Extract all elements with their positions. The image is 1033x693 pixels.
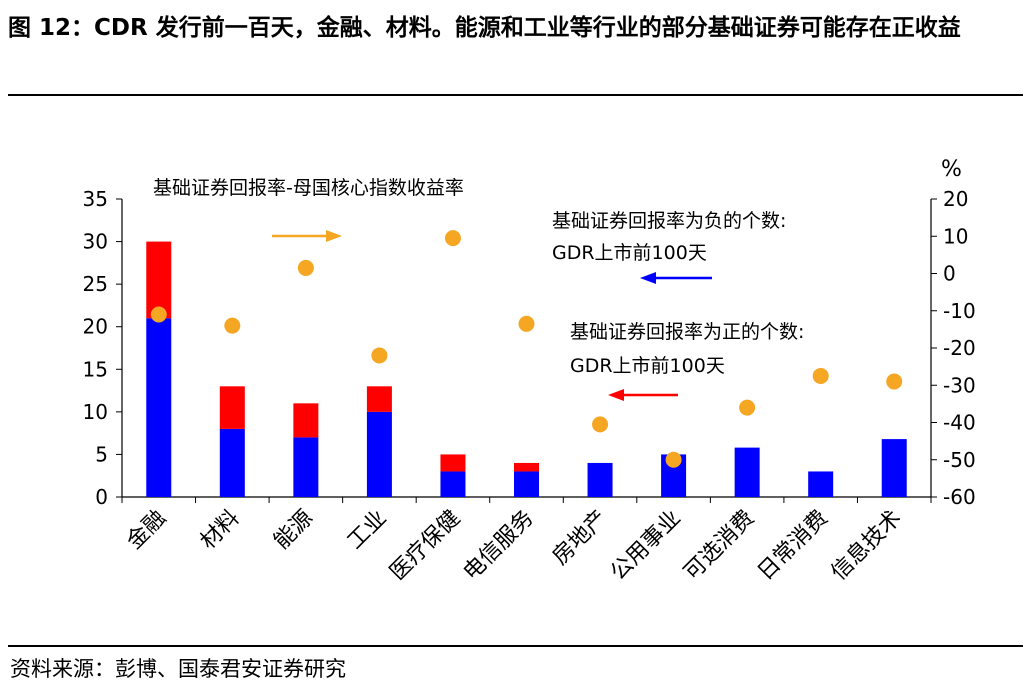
source-note: 资料来源：彭博、国泰君安证券研究: [10, 657, 346, 681]
bar-segment-positive: [587, 462, 613, 497]
bar-segment-negative: [440, 454, 466, 472]
scatter-point: [297, 259, 314, 276]
y-left-tick-label: 25: [83, 272, 108, 296]
scatter-point: [592, 416, 609, 433]
bar-segment-positive: [146, 318, 172, 497]
bar-segment-positive: [514, 471, 539, 497]
y-left-tick-label: 10: [83, 400, 108, 424]
scatter-point: [665, 451, 682, 468]
bar-segment-positive: [293, 437, 319, 497]
scatter-point: [518, 315, 535, 332]
scatter-point: [444, 230, 461, 247]
annotation-blue-line2: GDR上市前100天: [552, 242, 707, 264]
annotation-red-line1: 基础证券回报率为正的个数:: [570, 321, 804, 343]
x-tick-label: 日常消费: [753, 506, 833, 586]
scatter-point: [224, 317, 241, 334]
x-tick-label: 信息技术: [827, 506, 907, 586]
annotation-orange: 基础证券回报率-母国核心指数收益率: [153, 177, 464, 199]
scatter-point: [886, 373, 903, 390]
y-right-unit: %: [941, 157, 962, 182]
y-right-tick-label: -10: [943, 299, 976, 323]
arrow-red-head: [608, 389, 624, 401]
bar-segment-positive: [219, 428, 245, 497]
bar-segment-negative: [293, 403, 319, 438]
y-left-tick-label: 15: [83, 357, 108, 381]
bar-segment-negative: [219, 386, 245, 429]
arrow-orange-head: [326, 230, 342, 242]
x-tick-label: 工业: [343, 506, 392, 555]
x-tick-label: 电信服务: [459, 506, 539, 586]
figure-title: 图 12：CDR 发行前一百天，金融、材料。能源和工业等行业的部分基础证券可能存…: [8, 15, 961, 41]
x-tick-label: 房地产: [548, 506, 612, 570]
y-right-tick-label: -40: [943, 411, 976, 435]
bar-segment-positive: [440, 471, 466, 497]
bar-segment-negative: [366, 386, 392, 412]
x-tick-label: 医疗保健: [385, 506, 465, 586]
x-tick-label: 可选消费: [679, 506, 759, 586]
y-right-tick-label: 0: [943, 262, 956, 286]
y-left-tick-label: 20: [83, 315, 108, 339]
y-left-tick-label: 35: [83, 187, 108, 211]
scatter-point: [150, 306, 167, 323]
chart: 0 5 10 15 20 25 30 35 -60 -50 -40 -30 -20 -10 0 10 20% 金…: [83, 157, 976, 586]
bar-segment-negative: [514, 462, 539, 472]
y-left-tick-label: 30: [83, 230, 108, 254]
y-left-tick-label: 0: [95, 485, 108, 509]
title-divider: [8, 94, 1023, 96]
bar-segment-positive: [366, 411, 392, 497]
y-right-tick-label: -30: [943, 373, 976, 397]
y-right-tick-label: -50: [943, 448, 976, 472]
y-right-tick-label: 20: [943, 187, 968, 211]
y-left-tick-label: 5: [95, 442, 108, 466]
annotation-blue-line1: 基础证券回报率为负的个数:: [552, 210, 786, 232]
annotation-red-line2: GDR上市前100天: [570, 355, 725, 377]
bar-segment-positive: [808, 471, 834, 497]
y-right-tick-label: -20: [943, 336, 976, 360]
y-right-tick-label: 10: [943, 224, 968, 248]
x-tick-label: 能源: [269, 506, 318, 555]
scatter-point: [739, 399, 756, 416]
bar-segment-positive: [881, 439, 907, 497]
x-tick-label: 材料: [196, 506, 245, 555]
scatter-point: [371, 347, 388, 364]
y-right-tick-label: -60: [943, 485, 976, 509]
bar-segment-positive: [734, 447, 760, 497]
x-tick-label: 金融: [122, 506, 171, 555]
arrow-blue-head: [640, 272, 656, 284]
bar-segment-negative: [146, 241, 172, 319]
x-tick-label: 公用事业: [606, 506, 686, 586]
scatter-point: [812, 367, 829, 384]
source-divider: [8, 645, 1023, 647]
